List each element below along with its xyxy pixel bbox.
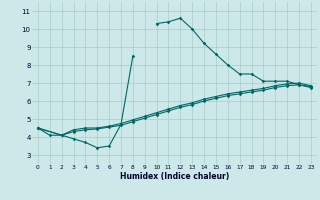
X-axis label: Humidex (Indice chaleur): Humidex (Indice chaleur)	[120, 172, 229, 181]
